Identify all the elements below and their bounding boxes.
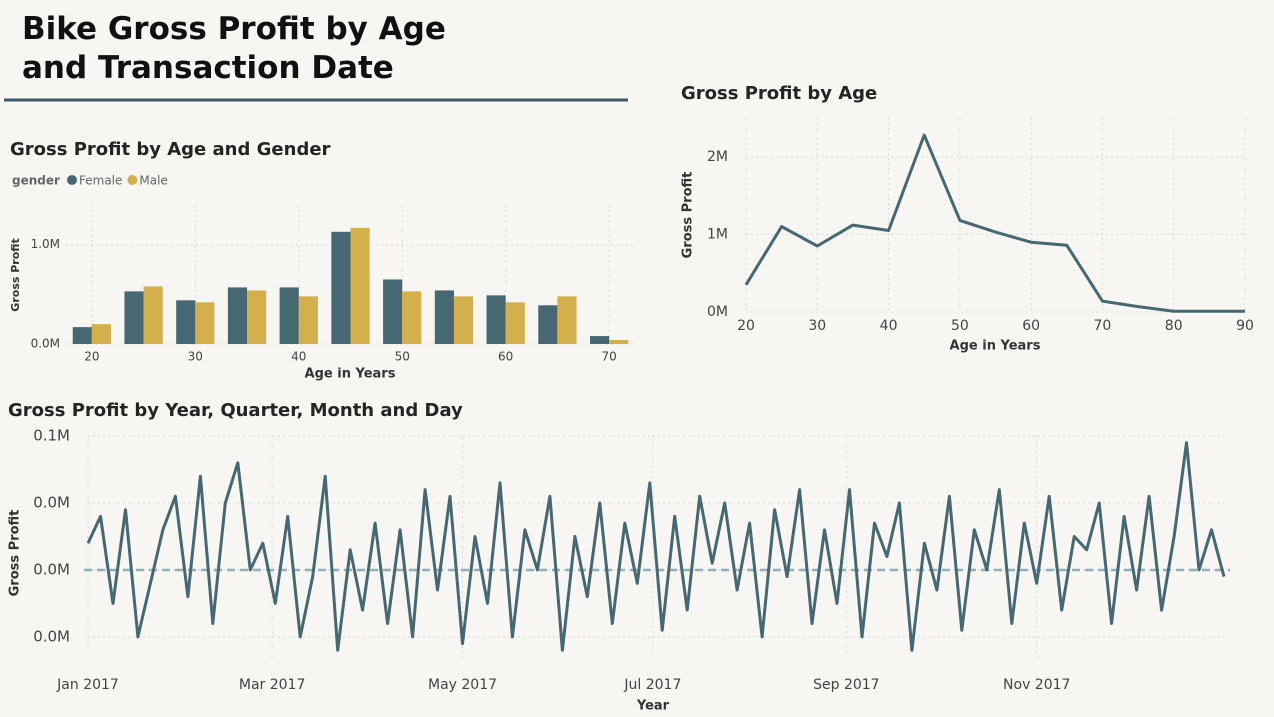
bar (350, 227, 370, 344)
y-axis-label: Gross Profit (9, 238, 22, 311)
line-series (86, 441, 1226, 652)
bar (453, 296, 474, 344)
x-tick-label: 80 (1165, 318, 1183, 334)
x-tick-label: 60 (1022, 318, 1040, 334)
legend-marker (67, 175, 77, 185)
x-axis-label: Year (636, 699, 670, 714)
x-tick-label: May 2017 (428, 677, 497, 693)
y-tick-label: 0M (707, 304, 728, 320)
legend-label: Female (79, 174, 122, 188)
bar (589, 336, 610, 344)
x-tick-label: 20 (737, 318, 755, 334)
bar (505, 302, 525, 344)
y-tick-label: 0.0M (33, 627, 70, 645)
bar (143, 286, 163, 344)
y-tick-label: 0.0M (33, 560, 70, 578)
y-tick-label: 1M (707, 226, 728, 242)
y-tick-label: 2M (707, 149, 728, 165)
bar (486, 295, 506, 344)
bar (176, 300, 196, 344)
bar (227, 287, 248, 344)
x-tick-label: 40 (291, 350, 306, 364)
x-axis-label: Age in Years (950, 339, 1041, 354)
x-tick-label: Sep 2017 (813, 677, 879, 693)
bar (402, 291, 422, 344)
bar (91, 324, 112, 344)
bar (279, 287, 299, 344)
x-tick-label: 50 (395, 350, 410, 364)
bar (538, 305, 558, 344)
y-tick-label: 0.0M (31, 337, 60, 351)
legend-marker (127, 175, 138, 185)
legend-title: gender (12, 174, 60, 188)
x-tick-label: 70 (601, 350, 616, 364)
y-axis-label: Gross Profit (8, 510, 23, 597)
x-tick-label: Jul 2017 (623, 677, 681, 693)
x-tick-label: Jan 2017 (56, 677, 119, 693)
y-axis-label: Gross Profit (681, 172, 696, 259)
chart-title: Gross Profit by Age (681, 83, 877, 104)
page-title: Bike Gross Profit by Age and Transaction … (22, 11, 446, 86)
x-tick-label: Mar 2017 (239, 677, 306, 693)
bar (434, 290, 454, 344)
chart-title: Gross Profit by Year, Quarter, Month and… (8, 400, 463, 421)
y-tick-label: 1.0M (31, 237, 60, 251)
y-tick-label: 0.0M (33, 493, 70, 511)
x-tick-label: 90 (1236, 318, 1254, 334)
line-series (744, 133, 1245, 313)
bar (609, 340, 629, 344)
x-axis-label: Age in Years (305, 367, 396, 382)
x-tick-label: 40 (880, 318, 898, 334)
chart-title: Gross Profit by Age and Gender (10, 139, 331, 160)
bar (247, 290, 267, 344)
bar (195, 302, 215, 344)
bar (331, 231, 351, 344)
x-tick-label: 70 (1094, 318, 1112, 334)
y-tick-label: 0.1M (33, 427, 70, 445)
bar (298, 296, 318, 344)
bar (383, 279, 403, 344)
bar (72, 327, 92, 344)
x-tick-label: 50 (951, 318, 969, 334)
bar (557, 296, 577, 344)
x-tick-label: Nov 2017 (1003, 677, 1070, 693)
x-tick-label: 30 (808, 318, 826, 334)
x-tick-label: 30 (188, 350, 203, 364)
x-tick-label: 20 (84, 350, 99, 364)
bar (124, 291, 144, 344)
x-tick-label: 60 (498, 350, 513, 364)
legend-label: Male (139, 174, 167, 188)
